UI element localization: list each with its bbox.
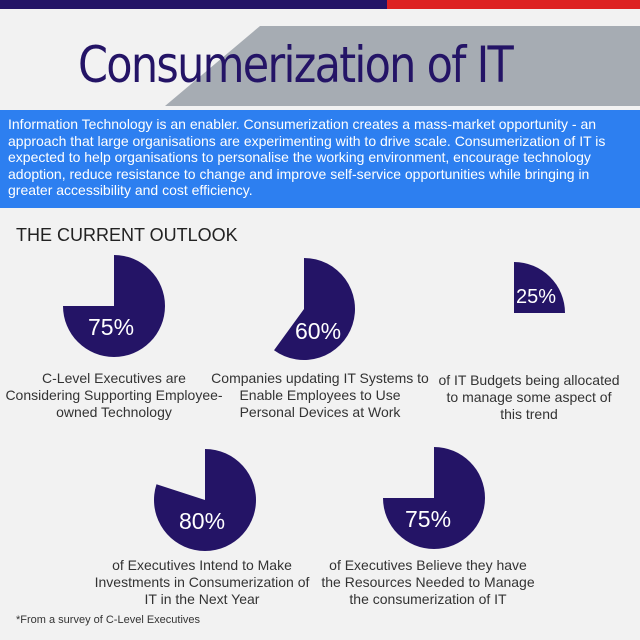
pie-wedge-3	[514, 262, 565, 313]
stat-3-value: 25%	[516, 286, 557, 308]
stat-2-value: 60%	[295, 318, 342, 344]
stat-4-value: 80%	[179, 508, 226, 534]
pie-wedge-5	[383, 447, 485, 549]
stat-2-caption: Companies updating IT Systems to Enable …	[211, 370, 429, 420]
footnote: *From a survey of C-Level Executives	[16, 614, 201, 626]
title-banner	[165, 26, 640, 106]
pie-wedge-4	[154, 449, 257, 552]
top-accent-bar-navy	[0, 0, 387, 9]
stat-5-value: 75%	[405, 506, 452, 532]
stat-1-caption: C-Level Executives are Considering Suppo…	[5, 370, 223, 420]
stat-1-value: 75%	[88, 314, 135, 340]
stat-5-caption: of Executives Believe they have the Reso…	[321, 557, 535, 607]
pie-wedge-2	[274, 258, 355, 360]
stat-3-caption: of IT Budgets being allocated to manage …	[438, 372, 620, 422]
stat-4-caption: of Executives Intend to Make Investments…	[94, 557, 310, 607]
top-accent-bar-red	[387, 0, 640, 9]
pie-wedge-1	[63, 255, 165, 357]
intro-text: Information Technology is an enabler. Co…	[0, 110, 640, 208]
section-title: THE CURRENT OUTLOOK	[16, 225, 238, 245]
page-title: Consumerization of IT	[78, 36, 514, 94]
